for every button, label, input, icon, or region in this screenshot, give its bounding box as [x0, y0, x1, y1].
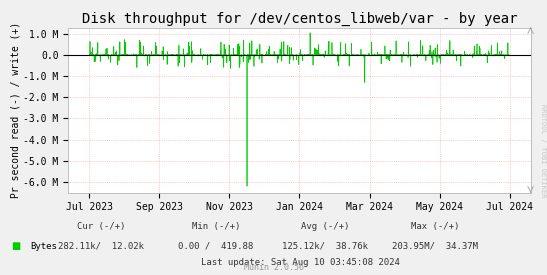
Text: 0.00 /  419.88: 0.00 / 419.88	[178, 242, 254, 251]
Text: Max (-/+): Max (-/+)	[411, 222, 459, 231]
Text: 125.12k/  38.76k: 125.12k/ 38.76k	[282, 242, 369, 251]
Text: ■: ■	[11, 241, 20, 251]
Text: Munin 2.0.56: Munin 2.0.56	[243, 263, 304, 272]
Title: Disk throughput for /dev/centos_libweb/var - by year: Disk throughput for /dev/centos_libweb/v…	[82, 12, 517, 26]
Text: Min (-/+): Min (-/+)	[192, 222, 240, 231]
Y-axis label: Pr second read (-) / write (+): Pr second read (-) / write (+)	[10, 22, 21, 198]
Text: Avg (-/+): Avg (-/+)	[301, 222, 350, 231]
Text: Cur (-/+): Cur (-/+)	[77, 222, 125, 231]
Text: 282.11k/  12.02k: 282.11k/ 12.02k	[58, 242, 144, 251]
Text: Last update: Sat Aug 10 03:45:08 2024: Last update: Sat Aug 10 03:45:08 2024	[201, 258, 400, 267]
Text: 203.95M/  34.37M: 203.95M/ 34.37M	[392, 242, 478, 251]
Text: Bytes: Bytes	[30, 242, 57, 251]
Text: RRDTOOL / TOBI OETIKER: RRDTOOL / TOBI OETIKER	[540, 104, 546, 198]
